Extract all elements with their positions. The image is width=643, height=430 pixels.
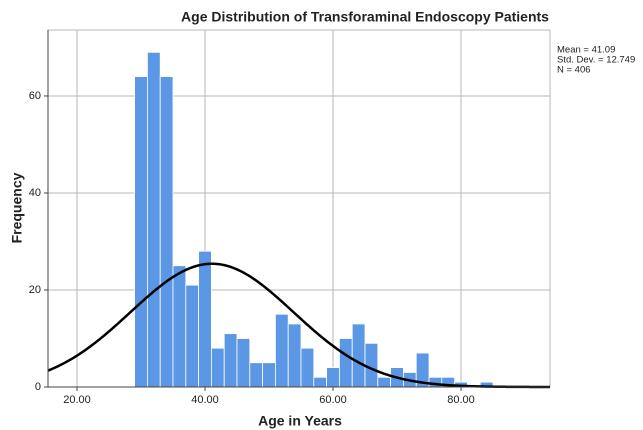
bar (223, 333, 238, 388)
y-axis-title: Frequency (9, 172, 25, 243)
stat-mean: Mean = 41.09 (557, 45, 615, 56)
bar (275, 313, 289, 388)
bar (249, 362, 264, 388)
bar (134, 76, 148, 388)
bar (185, 284, 200, 388)
y-tick-label: 20 (29, 284, 41, 296)
stat-n: N = 406 (557, 65, 591, 76)
chart-title: Age Distribution of Transforaminal Endos… (181, 9, 549, 25)
y-tick-label: 0 (35, 381, 41, 393)
bar (147, 51, 161, 388)
x-tick-label: 80.00 (447, 394, 475, 406)
x-tick-label: 40.00 (191, 394, 219, 406)
y-tick-label: 60 (29, 90, 41, 102)
bar (236, 338, 251, 388)
bar (211, 347, 225, 388)
bar (198, 250, 212, 388)
bar (364, 342, 379, 388)
x-tick-label: 60.00 (319, 394, 347, 406)
bar (351, 323, 366, 388)
bar (159, 76, 174, 388)
bar (313, 376, 328, 388)
bar (287, 323, 302, 388)
stat-sd: Std. Dev. = 12.749 (557, 55, 635, 66)
bar (300, 347, 315, 388)
bar (339, 338, 353, 388)
x-tick-label: 20.00 (63, 394, 91, 406)
bar (377, 376, 392, 388)
bar (262, 362, 276, 388)
y-tick-label: 40 (29, 187, 41, 199)
bar (326, 367, 340, 388)
x-axis-title: Age in Years (258, 413, 342, 429)
normal-curve (47, 262, 551, 389)
bar (172, 265, 187, 388)
